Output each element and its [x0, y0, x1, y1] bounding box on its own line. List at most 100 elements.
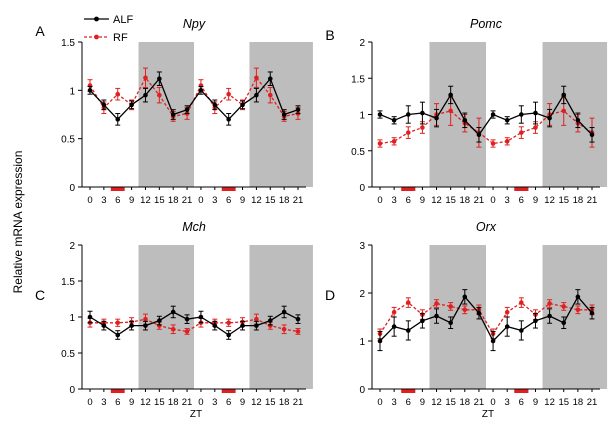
data-point-alf — [184, 316, 190, 322]
x-tick-label: 9 — [240, 397, 245, 408]
y-tick-label: 1.5 — [61, 38, 75, 49]
data-point-alf — [434, 313, 439, 319]
dark-phase-band — [249, 245, 313, 389]
y-tick-label: 0.5 — [61, 349, 75, 360]
data-point-rf — [504, 139, 510, 144]
x-tick-label: 15 — [558, 397, 569, 408]
x-tick-label: 9 — [420, 397, 425, 408]
data-point-alf — [504, 118, 510, 123]
x-tick-label: 3 — [101, 195, 106, 206]
x-tick-label: 18 — [460, 397, 471, 408]
y-tick-label: 0.5 — [351, 147, 365, 158]
data-point-alf — [87, 314, 93, 320]
y-tick-label: 2 — [359, 38, 365, 49]
data-point-alf — [129, 323, 134, 328]
x-tick-label: 15 — [558, 195, 569, 206]
x-tick-label: 12 — [544, 195, 555, 206]
data-point-rf — [254, 75, 259, 81]
x-tick-label: 6 — [226, 195, 231, 206]
x-tick-label: 6 — [406, 397, 411, 408]
x-tick-label: 3 — [391, 397, 396, 408]
series-line-rf — [379, 301, 592, 336]
data-point-alf — [129, 102, 134, 108]
x-axis-label: ZT — [190, 409, 202, 420]
data-point-alf — [547, 115, 552, 121]
data-point-alf — [157, 76, 162, 82]
x-tick-label: 12 — [251, 195, 262, 206]
light-phase-bar — [401, 389, 416, 393]
x-tick-label: 12 — [431, 195, 442, 206]
y-axis-title: Relative mRNA expression — [11, 151, 25, 294]
data-point-rf — [281, 326, 287, 332]
data-point-rf — [420, 125, 425, 130]
data-point-alf — [490, 338, 496, 344]
x-tick-label: 12 — [251, 397, 262, 408]
series-line-alf — [89, 311, 299, 336]
series-line-rf — [90, 318, 299, 333]
x-tick-label: 0 — [87, 195, 92, 206]
data-point-rf — [267, 92, 273, 98]
data-point-alf — [476, 132, 482, 138]
x-tick-label: 12 — [431, 397, 442, 408]
x-tick-label: 21 — [474, 195, 485, 206]
x-tick-label: 15 — [265, 397, 276, 408]
data-point-alf — [143, 323, 148, 328]
x-tick-label: 6 — [115, 397, 120, 408]
x-tick-label: 3 — [212, 397, 217, 408]
y-tick-label: 1 — [69, 86, 75, 97]
data-point-alf — [420, 318, 425, 324]
x-tick-label: 12 — [140, 397, 151, 408]
light-phase-bar — [221, 187, 236, 191]
x-tick-label: 15 — [445, 397, 456, 408]
data-point-alf — [448, 92, 453, 98]
x-tick-label: 0 — [377, 397, 382, 408]
data-point-alf — [101, 323, 107, 328]
y-tick-label: 0 — [359, 385, 365, 396]
light-phase-bar — [110, 389, 125, 393]
x-tick-label: 0 — [198, 195, 203, 206]
data-point-rf — [391, 139, 397, 144]
x-tick-label: 15 — [265, 195, 276, 206]
data-point-alf — [391, 324, 397, 329]
y-tick-label: 2 — [359, 289, 365, 300]
data-point-alf — [589, 132, 595, 138]
x-tick-label: 18 — [573, 195, 584, 206]
y-tick-label: 0 — [359, 183, 365, 194]
y-tick-label: 1 — [359, 111, 365, 122]
x-tick-label: 9 — [240, 195, 245, 206]
x-tick-label: 21 — [293, 397, 304, 408]
x-tick-label: 18 — [460, 195, 471, 206]
data-point-alf — [240, 323, 245, 328]
data-point-alf — [254, 323, 259, 328]
data-point-alf — [533, 110, 538, 116]
x-tick-label: 18 — [168, 397, 179, 408]
y-tick-label: 2 — [69, 241, 75, 252]
y-tick-label: 0 — [69, 183, 75, 194]
x-tick-label: 3 — [212, 195, 217, 206]
data-point-rf — [405, 130, 411, 135]
data-point-alf — [115, 332, 121, 338]
x-tick-label: 15 — [154, 397, 165, 408]
data-point-rf — [143, 75, 148, 81]
data-point-rf — [184, 329, 190, 334]
series-line-alf — [379, 295, 593, 343]
x-tick-label: 9 — [533, 195, 538, 206]
x-tick-label: 12 — [544, 397, 555, 408]
data-point-rf — [547, 301, 552, 306]
series-line-alf — [89, 77, 299, 121]
data-point-alf — [267, 76, 273, 82]
data-point-rf — [405, 300, 411, 305]
y-tick-label: 1 — [69, 313, 75, 324]
data-point-alf — [281, 309, 287, 315]
x-tick-label: 18 — [279, 195, 290, 206]
x-tick-label: 21 — [587, 397, 598, 408]
data-point-alf — [295, 107, 301, 112]
data-point-alf — [490, 112, 496, 117]
data-point-rf — [434, 301, 439, 306]
y-tick-label: 1 — [359, 337, 365, 348]
x-tick-label: 21 — [182, 195, 193, 206]
data-point-alf — [519, 112, 524, 117]
